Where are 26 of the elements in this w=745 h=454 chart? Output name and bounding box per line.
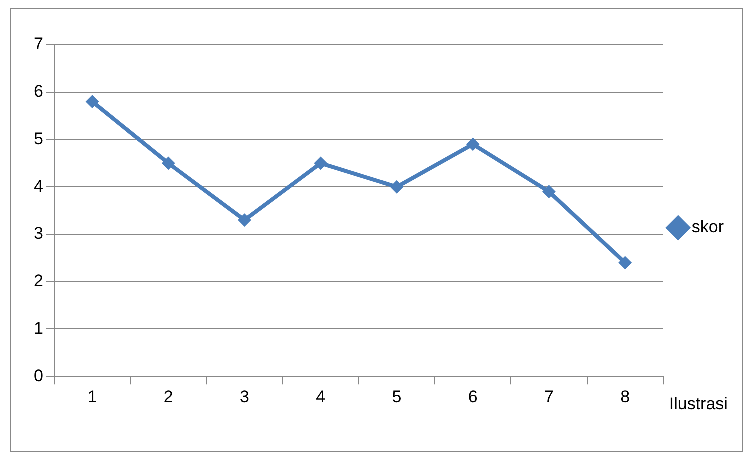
x-tick-label: 5 [392, 387, 402, 406]
y-tick-label: 7 [34, 34, 44, 54]
y-tick-label: 6 [34, 82, 44, 102]
x-tick-label: 4 [316, 387, 326, 406]
point [618, 256, 632, 270]
x-axis-title: Ilustrasi [669, 394, 728, 414]
y-tick-label: 5 [34, 129, 44, 148]
x-tick-label: 3 [240, 387, 250, 406]
y-tick-label: 2 [34, 272, 44, 291]
point [86, 95, 100, 108]
x-tick-label: 1 [88, 387, 98, 406]
point [162, 156, 176, 170]
x-tick-label: 6 [468, 387, 478, 406]
x-tick-label: 2 [164, 387, 174, 406]
y-tick-label: 4 [34, 176, 44, 196]
x-tick-label: 7 [544, 387, 554, 406]
point [466, 138, 480, 151]
point [542, 185, 556, 198]
y-tick-label: 1 [34, 318, 44, 338]
y-tick-label: 0 [34, 366, 44, 386]
point [390, 180, 404, 194]
legend-label: skor [692, 218, 724, 237]
x-tick-label: 8 [620, 387, 630, 406]
point [238, 214, 252, 227]
y-tick-label: 3 [34, 224, 44, 244]
point [314, 156, 328, 170]
